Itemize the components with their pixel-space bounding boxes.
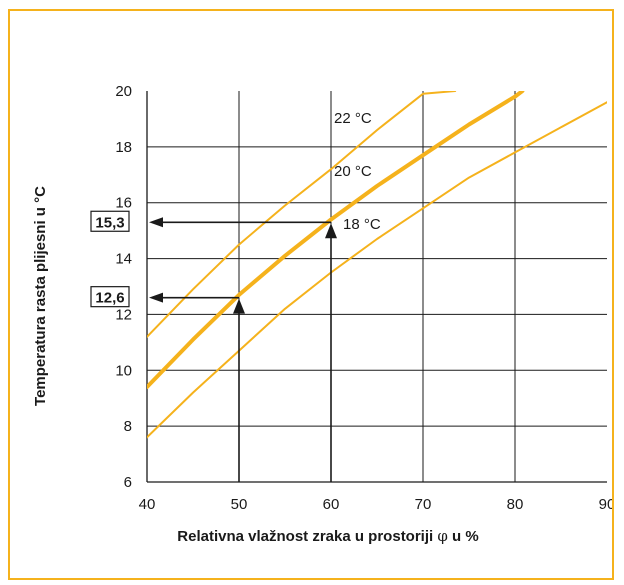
grid-layer: [146, 91, 607, 483]
y-tick-label-20: 20: [115, 83, 132, 100]
y-tick-label-18: 18: [115, 139, 132, 156]
y-tick-label-10: 10: [115, 362, 132, 379]
annotation-label-1: 15,3: [95, 214, 124, 231]
x-tick-label-80: 80: [507, 496, 524, 513]
x-axis-title: Relativna vlažnost zraka u prostoriji φ …: [177, 527, 478, 545]
annotation-label-0: 12,6: [95, 290, 124, 307]
x-tick-label-70: 70: [415, 496, 432, 513]
annotation-box-1: [90, 210, 130, 232]
series-line-0: [147, 91, 457, 338]
series-label-2: 18 °C: [343, 216, 381, 233]
chart-frame: 40 50 60 70 80 90 6 8 10 12 14 16 18 20 22 °C 20 °C 18 °…: [8, 9, 614, 580]
y-tick-label-6: 6: [124, 474, 132, 491]
curve-layer: [147, 91, 607, 439]
annotation-horizontal-head-0: [149, 292, 163, 303]
x-tick-label-90: 90: [599, 496, 612, 513]
x-tick-label-60: 60: [323, 496, 340, 513]
y-tick-label-14: 14: [115, 251, 132, 268]
annotation-horizontal-head-1: [149, 217, 163, 228]
chart-svg: 40 50 60 70 80 90 6 8 10 12 14 16 18 20 22 °C 20 °C 18 °…: [32, 83, 612, 545]
x-tick-label-50: 50: [231, 496, 248, 513]
annotation-vertical-head-0: [233, 298, 245, 314]
annotation-box-0: [90, 286, 130, 308]
x-axis-title-prefix: Relativna vlažnost zraka u prostoriji: [177, 528, 437, 545]
x-axis-title-suffix: u %: [448, 528, 479, 545]
label-layer: 40 50 60 70 80 90 6 8 10 12 14 16 18 20 22 °C 20 °C 18 °…: [90, 83, 612, 513]
x-tick-label-40: 40: [139, 496, 156, 513]
y-tick-label-12: 12: [115, 306, 132, 323]
y-axis-title: Temperatura rasta plijesni u °C: [32, 186, 49, 406]
y-tick-label-8: 8: [124, 418, 132, 435]
annotation-vertical-head-1: [325, 223, 337, 239]
series-label-0: 22 °C: [334, 110, 372, 127]
series-line-2: [147, 101, 607, 439]
x-axis-title-symbol: φ: [437, 527, 448, 545]
series-label-1: 20 °C: [334, 163, 372, 180]
y-tick-label-16: 16: [115, 195, 132, 212]
series-line-1: [147, 91, 525, 389]
arrow-layer: [149, 217, 337, 482]
